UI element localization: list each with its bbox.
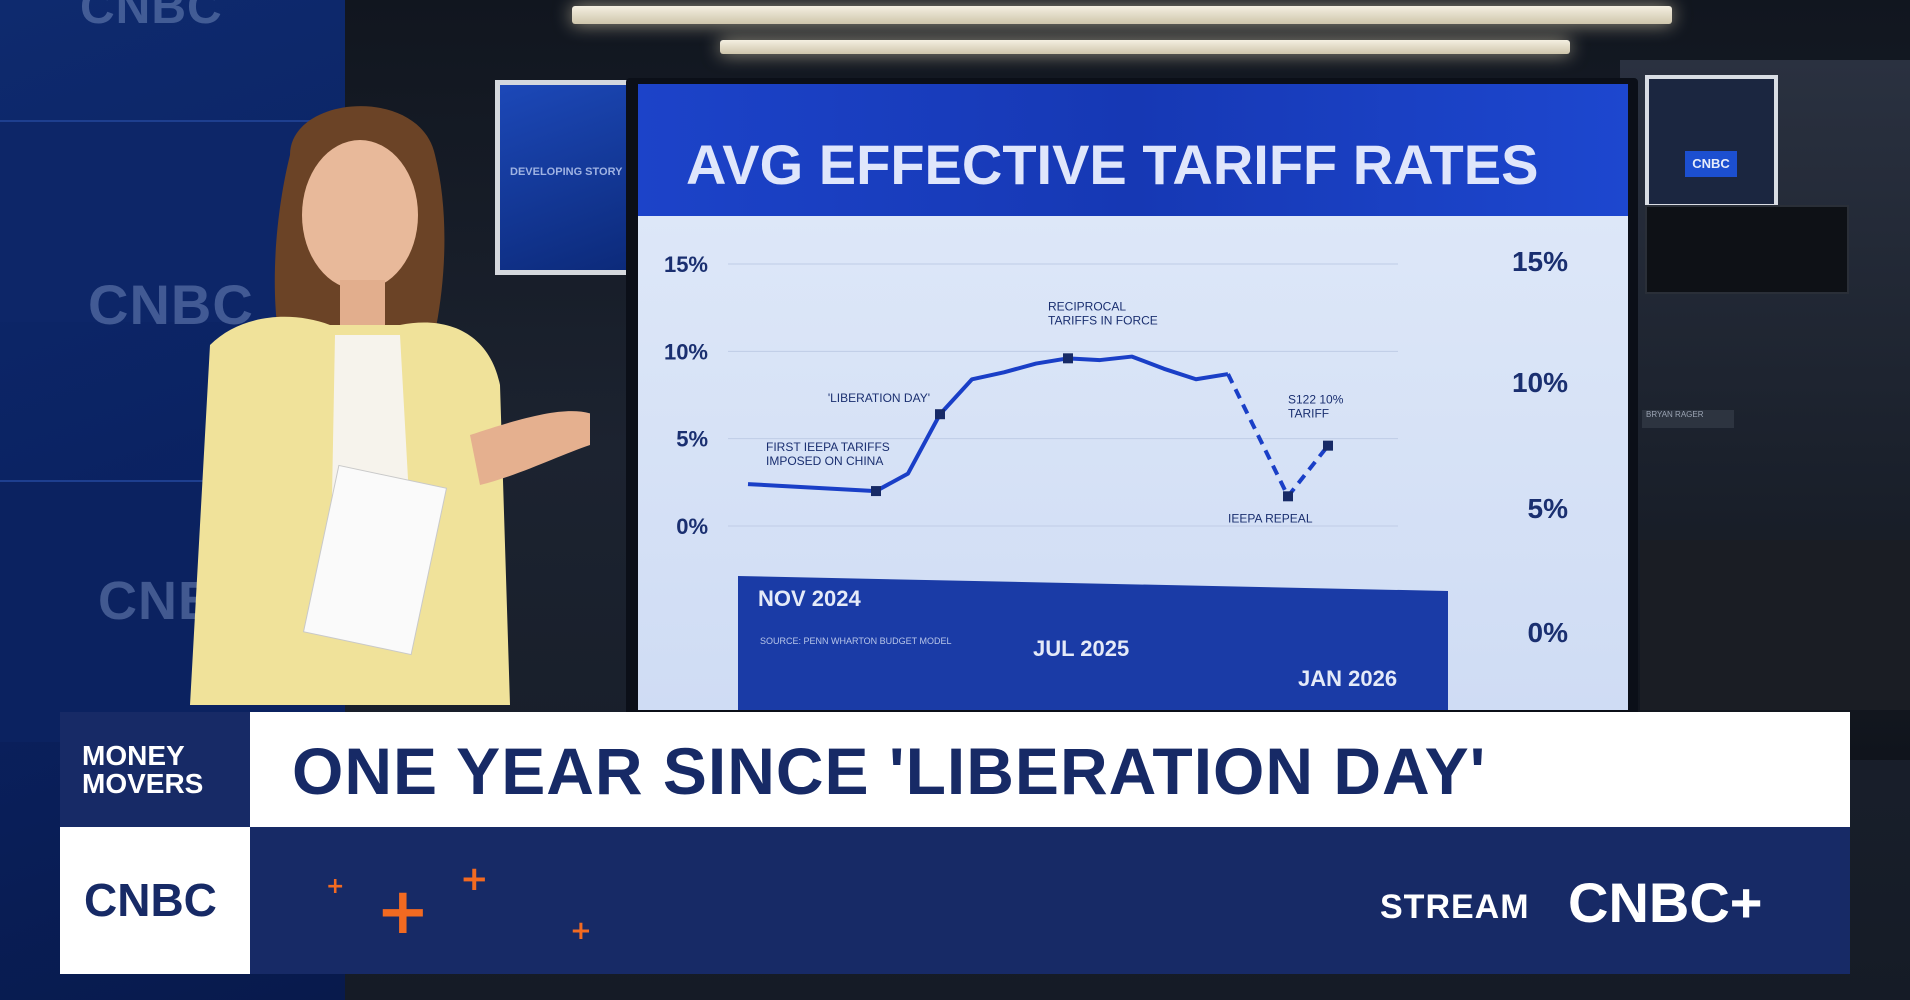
annotation-marker [1323,440,1333,451]
y-tick-label: 15% [1512,246,1568,277]
annotation-label: IEEPA REPEAL [1228,511,1313,525]
y-tick-label: 5% [676,427,708,452]
background-desk [1640,540,1910,710]
annotation-label: FIRST IEEPA TARIFFS IMPOSED ON CHINA [766,440,890,468]
annotation-marker [1063,353,1073,364]
stream-label: STREAM [1380,888,1530,926]
presenter-notepad [302,464,448,656]
annotation-label: 'LIBERATION DAY' [828,391,930,405]
plus-icon: + [460,859,489,899]
annotation-label: S122 10% TARIFF [1288,393,1344,421]
chart-title: AVG EFFECTIVE TARIFF RATES [686,133,1539,196]
plus-icon: + [570,916,592,946]
presenter [190,106,590,705]
x-tick-label: JAN 2026 [1298,666,1397,691]
show-name: MONEY MOVERS [82,742,203,798]
background-monitor: DEVELOPING STORY [495,80,635,275]
annotation-marker [935,409,945,420]
y-tick-label: 0% [1528,617,1569,648]
monitor-logo: CNBC [1685,151,1737,177]
x-tick-label: NOV 2024 [758,586,861,611]
show-name-box: MONEY MOVERS [60,712,250,827]
x-axis-band [738,576,1448,710]
y-tick-label: 0% [676,514,708,539]
lower-third-headline-bar [60,712,1850,827]
chart-screen: AVG EFFECTIVE TARIFF RATES 15% 10% 5% 0% 15%… [638,84,1628,710]
y-tick-label: 15% [664,252,708,277]
chart-header: AVG EFFECTIVE TARIFF RATES [638,84,1628,216]
headline: ONE YEAR SINCE 'LIBERATION DAY' [292,734,1487,808]
y-tick-label: 5% [1528,493,1569,524]
background-monitor: CNBC [1645,75,1778,208]
ceiling-light [720,40,1570,54]
annotation-marker [871,486,881,497]
series-line-solid [747,354,1229,494]
wall-logo: CNBC [88,273,254,336]
annotation-label: RECIPROCAL TARIFFS IN FORCE [1048,299,1158,327]
background-monitor [1645,205,1849,294]
chart-source: SOURCE: PENN WHARTON BUDGET MODEL [760,636,952,646]
show-name-line: MOVERS [82,768,204,799]
presenter-hand [470,411,590,485]
chart-area: 15% 10% 5% 0% 15% 10% 5% 0% FIRST IEEPA TARIFFS I… [638,216,1628,710]
plus-icon: + [376,875,430,949]
presenter-face [302,140,418,290]
desk-nameplate: BRYAN RAGER [1642,410,1734,428]
y-tick-label: 10% [1512,367,1568,398]
network-logo-box: CNBC [60,827,250,974]
y-tick-label: 10% [664,339,708,364]
monitor-caption: DEVELOPING STORY [510,166,623,178]
tariff-chart: 15% 10% 5% 0% 15% 10% 5% 0% FIRST IEEPA TARIFFS I… [664,246,1569,710]
presenter-neck [340,280,385,330]
cnbc-logo: CNBC [84,874,217,926]
lower-third-brand-bar [60,827,1850,974]
wall-logo: CNBC [80,0,223,34]
cnbc-plus-logo: CNBC+ [1568,871,1763,934]
plus-icon: + [326,874,345,899]
annotation-marker [1283,491,1293,502]
show-name-line: MONEY [82,740,185,771]
x-tick-label: JUL 2025 [1033,636,1129,661]
ceiling-light [572,6,1672,24]
